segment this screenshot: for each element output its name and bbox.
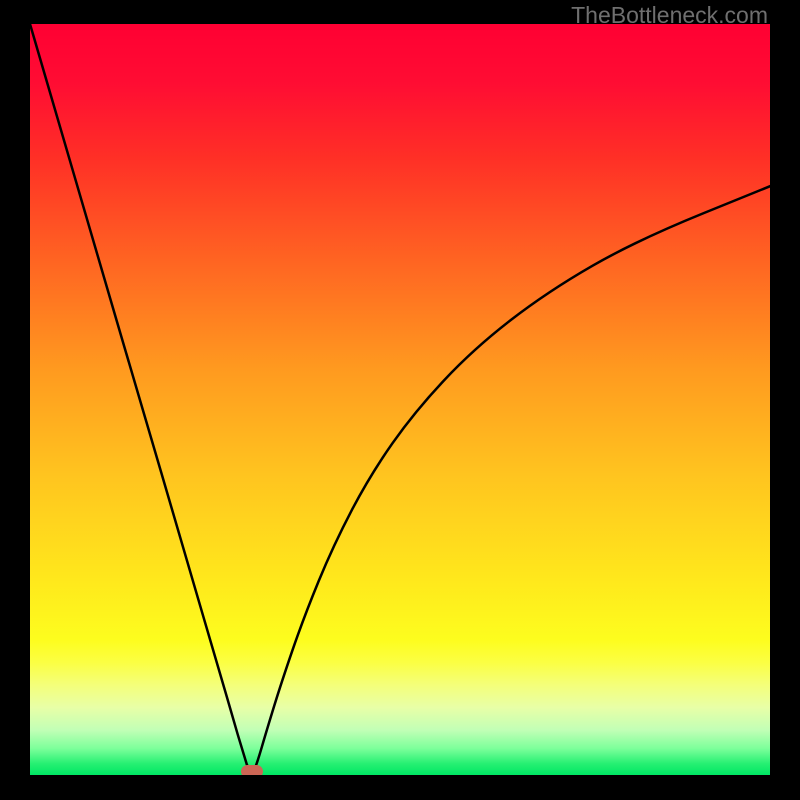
plot-area bbox=[30, 24, 770, 775]
watermark-text: TheBottleneck.com bbox=[571, 2, 768, 29]
chart-frame: TheBottleneck.com bbox=[0, 0, 800, 800]
v-curve bbox=[30, 24, 770, 775]
minimum-marker bbox=[241, 765, 263, 775]
curve-layer bbox=[30, 24, 770, 775]
